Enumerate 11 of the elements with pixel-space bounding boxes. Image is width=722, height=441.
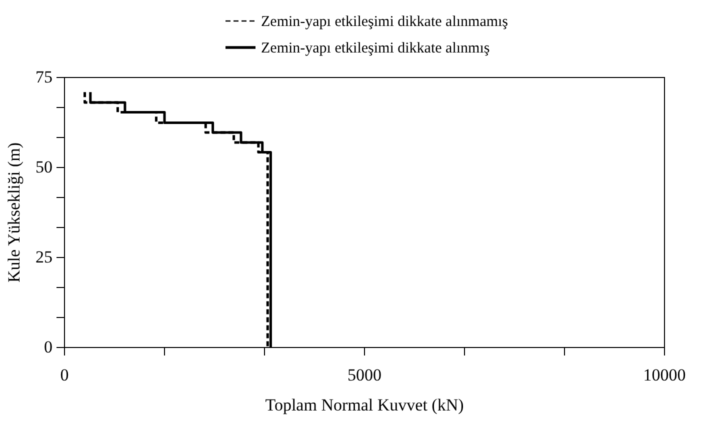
y-axis-title: Kule Yüksekliği (m) <box>4 142 24 283</box>
legend-label: Zemin-yapı etkileşimi dikkate alınmamış <box>261 14 508 30</box>
y-tick-label: 0 <box>44 338 52 356</box>
x-axis-title: Toplam Normal Kuvvet (kN) <box>265 396 464 414</box>
x-tick-label: 0 <box>60 366 69 384</box>
x-tick-label: 10000 <box>643 366 686 384</box>
legend-label: Zemin-yapı etkileşimi dikkate alınmış <box>261 40 490 56</box>
y-tick-label: 75 <box>36 68 52 86</box>
y-tick-label: 25 <box>36 248 52 266</box>
y-tick-label: 50 <box>36 158 52 176</box>
x-tick-label: 5000 <box>348 366 382 384</box>
